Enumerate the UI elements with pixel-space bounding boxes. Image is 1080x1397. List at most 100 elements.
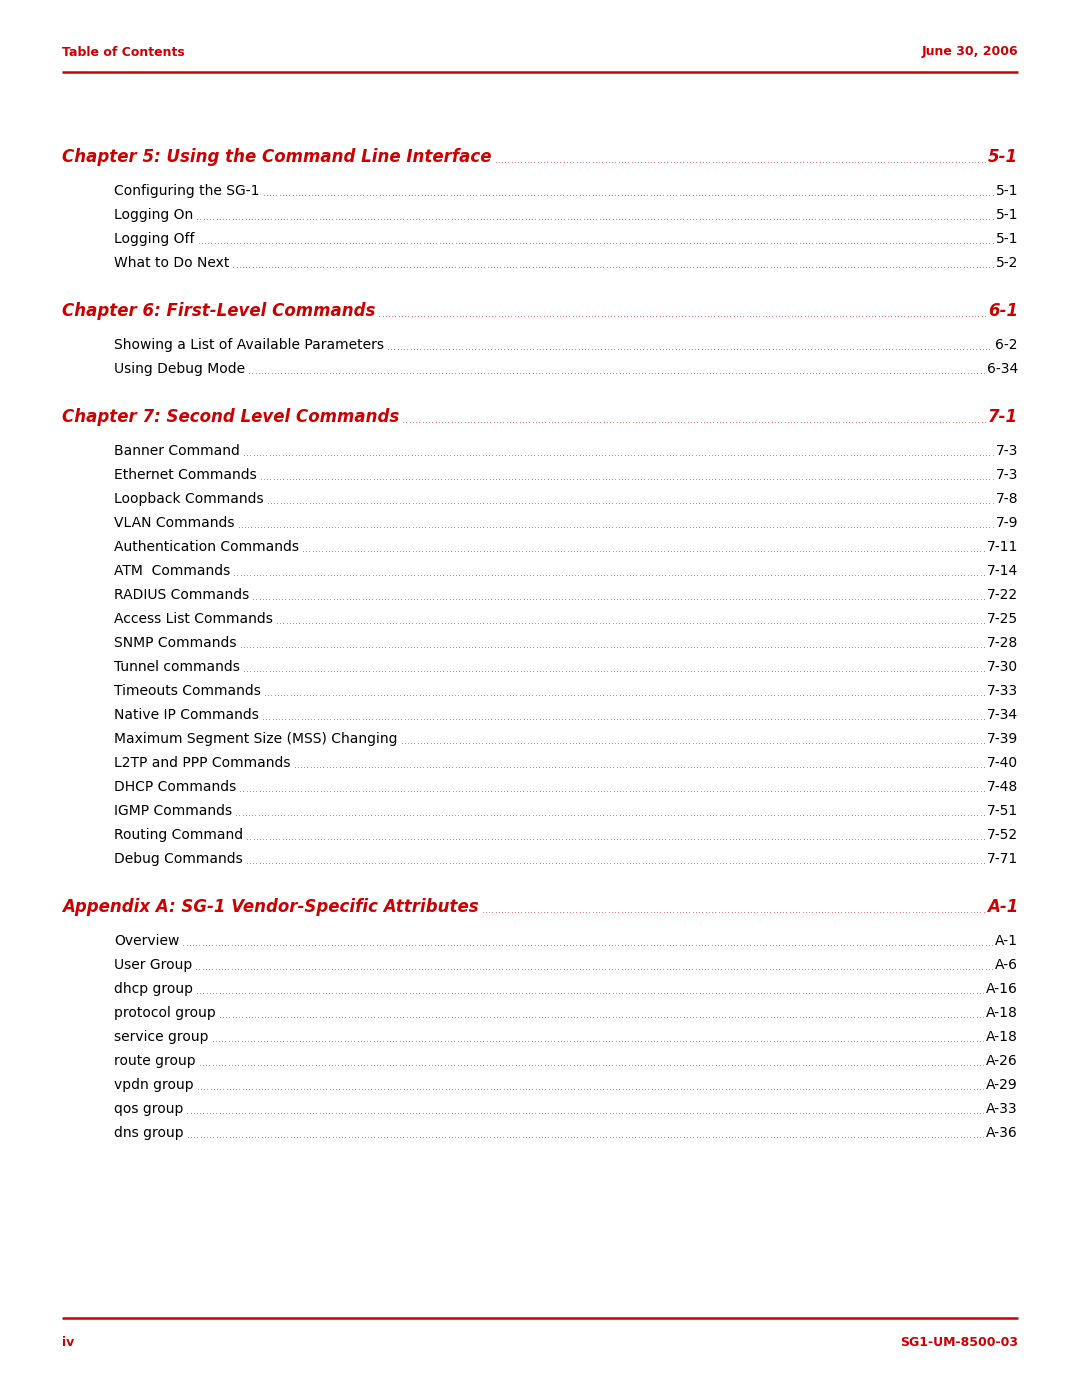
Point (387, 305, 404, 327)
Point (781, 933, 798, 956)
Point (617, 208, 634, 231)
Point (837, 780, 854, 802)
Point (629, 338, 646, 360)
Point (339, 183, 356, 205)
Point (808, 563, 825, 585)
Point (495, 1053, 512, 1076)
Point (951, 232, 969, 254)
Point (929, 256, 946, 278)
Point (372, 183, 389, 205)
Point (701, 756, 718, 778)
Point (435, 957, 453, 979)
Point (615, 588, 632, 610)
Point (859, 732, 876, 754)
Point (255, 444, 272, 467)
Point (594, 1006, 611, 1028)
Point (293, 708, 310, 731)
Point (743, 256, 760, 278)
Point (437, 708, 455, 731)
Point (443, 683, 460, 705)
Point (968, 1053, 985, 1076)
Point (356, 1077, 374, 1099)
Point (502, 659, 519, 682)
Point (819, 933, 836, 956)
Point (644, 852, 661, 875)
Point (410, 1126, 428, 1148)
Point (321, 982, 338, 1004)
Point (834, 827, 851, 849)
Point (329, 515, 347, 538)
Point (485, 683, 502, 705)
Point (246, 1053, 264, 1076)
Point (739, 732, 756, 754)
Point (836, 1006, 853, 1028)
Point (617, 1053, 634, 1076)
Point (729, 933, 746, 956)
Point (747, 305, 765, 327)
Point (444, 659, 461, 682)
Point (312, 852, 329, 875)
Point (684, 957, 701, 979)
Point (519, 933, 537, 956)
Point (408, 708, 426, 731)
Point (270, 232, 287, 254)
Point (264, 780, 281, 802)
Point (549, 933, 566, 956)
Point (299, 708, 316, 731)
Point (306, 780, 323, 802)
Point (897, 256, 915, 278)
Point (529, 468, 546, 490)
Point (349, 957, 366, 979)
Point (818, 683, 835, 705)
Point (957, 151, 974, 173)
Point (651, 957, 669, 979)
Point (885, 256, 902, 278)
Point (404, 1053, 421, 1076)
Point (476, 827, 494, 849)
Point (264, 1077, 281, 1099)
Point (897, 232, 915, 254)
Point (949, 362, 967, 384)
Point (670, 756, 687, 778)
Point (363, 1077, 380, 1099)
Point (849, 183, 866, 205)
Point (968, 444, 985, 467)
Point (229, 563, 246, 585)
Point (878, 1030, 895, 1052)
Point (624, 362, 642, 384)
Point (354, 659, 372, 682)
Point (526, 933, 543, 956)
Point (384, 1102, 402, 1125)
Point (818, 151, 835, 173)
Point (910, 732, 928, 754)
Point (536, 1030, 553, 1052)
Point (808, 852, 825, 875)
Point (798, 151, 815, 173)
Point (888, 539, 905, 562)
Point (852, 612, 869, 634)
Point (323, 492, 340, 514)
Point (901, 539, 918, 562)
Point (984, 183, 1001, 205)
Point (298, 1006, 315, 1028)
Point (795, 588, 812, 610)
Point (907, 732, 924, 754)
Point (512, 708, 529, 731)
Point (843, 852, 861, 875)
Point (580, 338, 597, 360)
Point (787, 444, 805, 467)
Point (366, 756, 383, 778)
Point (287, 183, 305, 205)
Text: Showing a List of Available Parameters: Showing a List of Available Parameters (114, 338, 384, 352)
Point (524, 1006, 541, 1028)
Point (455, 933, 472, 956)
Point (462, 411, 480, 433)
Point (583, 659, 600, 682)
Point (198, 957, 215, 979)
Point (282, 1102, 299, 1125)
Point (266, 1126, 283, 1148)
Point (882, 151, 900, 173)
Point (421, 683, 438, 705)
Point (556, 232, 573, 254)
Point (430, 492, 447, 514)
